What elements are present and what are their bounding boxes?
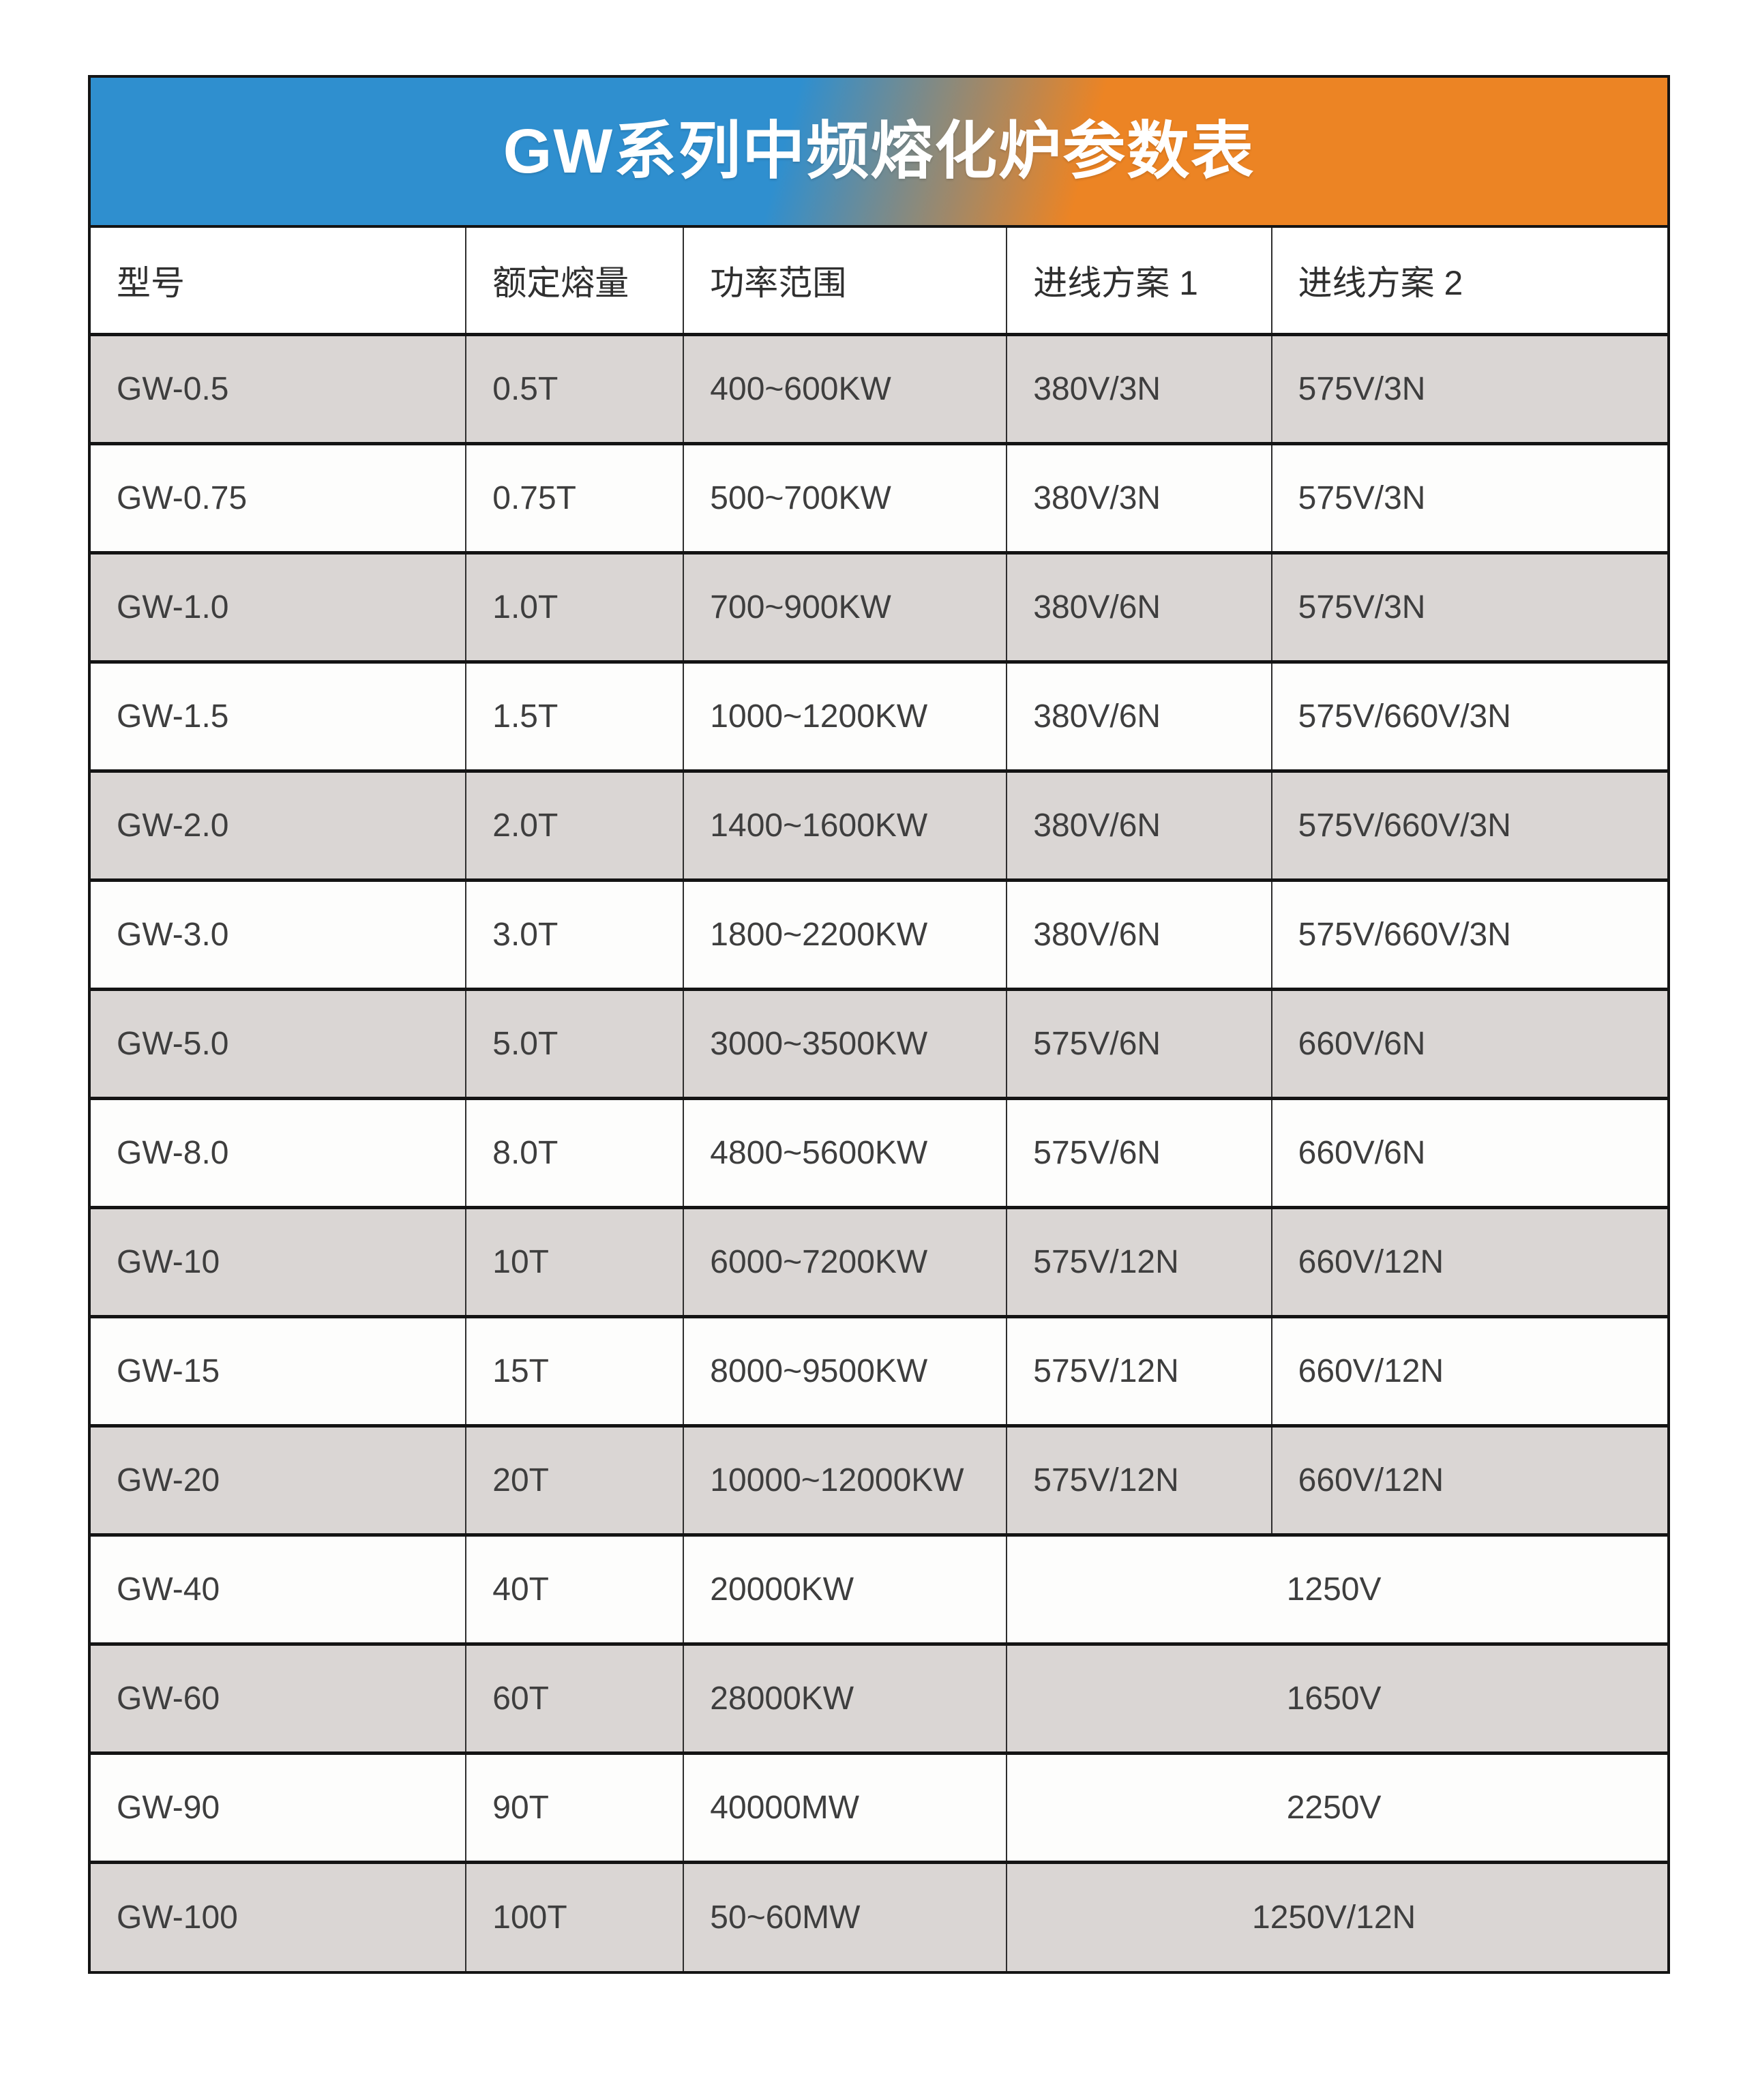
cell-power: 500~700KW: [683, 441, 1007, 552]
cell-capacity: 0.75T: [465, 441, 684, 552]
cell-power: 1000~1200KW: [683, 660, 1007, 771]
table-row: GW-5.0 5.0T 3000~3500KW 575V/6N 660V/6N: [91, 987, 1667, 1098]
cell-power: 1400~1600KW: [683, 769, 1007, 880]
col-header-model: 型号: [91, 226, 466, 334]
header-row: 型号 额定熔量 功率范围 进线方案 1 进线方案 2: [91, 226, 1667, 334]
cell-line2: 660V/6N: [1270, 1096, 1667, 1207]
table-row: GW-8.0 8.0T 4800~5600KW 575V/6N 660V/6N: [91, 1096, 1667, 1207]
cell-power: 28000KW: [683, 1642, 1007, 1753]
cell-line1: 575V/6N: [1006, 1096, 1272, 1207]
cell-line1: 575V/12N: [1006, 1314, 1272, 1425]
col-header-line2: 进线方案 2: [1270, 226, 1667, 334]
col-header-power: 功率范围: [683, 226, 1007, 334]
cell-line1: 380V/3N: [1006, 441, 1272, 552]
col-header-line1: 进线方案 1: [1006, 226, 1272, 334]
cell-line2: 575V/660V/3N: [1270, 878, 1667, 989]
table-row: GW-100 100T 50~60MW 1250V/12N: [91, 1860, 1667, 1971]
page-title: GW系列中频熔化炉参数表: [503, 117, 1255, 186]
cell-capacity: 15T: [465, 1314, 684, 1425]
cell-capacity: 100T: [465, 1860, 684, 1971]
title-band: GW系列中频熔化炉参数表: [91, 78, 1667, 225]
cell-model: GW-40: [91, 1533, 466, 1644]
cell-capacity: 40T: [465, 1533, 684, 1644]
cell-line2: 575V/3N: [1270, 550, 1667, 662]
cell-model: GW-20: [91, 1423, 466, 1535]
cell-line2: 575V/3N: [1270, 332, 1667, 443]
cell-power: 6000~7200KW: [683, 1205, 1007, 1316]
cell-capacity: 5.0T: [465, 987, 684, 1098]
cell-line1: 575V/12N: [1006, 1205, 1272, 1316]
table-row: GW-20 20T 10000~12000KW 575V/12N 660V/12N: [91, 1423, 1667, 1535]
cell-model: GW-0.75: [91, 441, 466, 552]
cell-line2: 660V/12N: [1270, 1314, 1667, 1425]
cell-line-merged: 2250V: [1006, 1751, 1667, 1862]
cell-capacity: 2.0T: [465, 769, 684, 880]
cell-line2: 575V/3N: [1270, 441, 1667, 552]
cell-power: 20000KW: [683, 1533, 1007, 1644]
table-row: GW-2.0 2.0T 1400~1600KW 380V/6N 575V/660V/3N: [91, 769, 1667, 880]
cell-power: 700~900KW: [683, 550, 1007, 662]
cell-capacity: 60T: [465, 1642, 684, 1753]
cell-line2: 660V/6N: [1270, 987, 1667, 1098]
cell-line1: 380V/6N: [1006, 660, 1272, 771]
cell-model: GW-5.0: [91, 987, 466, 1098]
cell-line1: 380V/3N: [1006, 332, 1272, 443]
table-row: GW-15 15T 8000~9500KW 575V/12N 660V/12N: [91, 1314, 1667, 1425]
cell-power: 40000MW: [683, 1751, 1007, 1862]
cell-capacity: 20T: [465, 1423, 684, 1535]
cell-model: GW-8.0: [91, 1096, 466, 1207]
table-row: GW-10 10T 6000~7200KW 575V/12N 660V/12N: [91, 1205, 1667, 1316]
table-row: GW-90 90T 40000MW 2250V: [91, 1751, 1667, 1862]
table-row: GW-3.0 3.0T 1800~2200KW 380V/6N 575V/660V/3N: [91, 878, 1667, 989]
cell-line2: 660V/12N: [1270, 1205, 1667, 1316]
cell-capacity: 10T: [465, 1205, 684, 1316]
parameter-sheet: GW系列中频熔化炉参数表 型号 额定熔量 功率范围 进线方案 1 进线方案 2 …: [88, 75, 1670, 1974]
cell-power: 3000~3500KW: [683, 987, 1007, 1098]
cell-line-merged: 1250V: [1006, 1533, 1667, 1644]
cell-line1: 575V/12N: [1006, 1423, 1272, 1535]
cell-model: GW-1.5: [91, 660, 466, 771]
cell-power: 400~600KW: [683, 332, 1007, 443]
cell-model: GW-60: [91, 1642, 466, 1753]
cell-power: 50~60MW: [683, 1860, 1007, 1971]
cell-line1: 575V/6N: [1006, 987, 1272, 1098]
table-row: GW-0.75 0.75T 500~700KW 380V/3N 575V/3N: [91, 441, 1667, 552]
cell-line-merged: 1250V/12N: [1006, 1860, 1667, 1971]
cell-model: GW-15: [91, 1314, 466, 1425]
cell-model: GW-2.0: [91, 769, 466, 880]
cell-model: GW-100: [91, 1860, 466, 1971]
cell-line1: 380V/6N: [1006, 878, 1272, 989]
cell-model: GW-90: [91, 1751, 466, 1862]
table-row: GW-1.0 1.0T 700~900KW 380V/6N 575V/3N: [91, 550, 1667, 662]
cell-capacity: 1.5T: [465, 660, 684, 771]
parameter-table: 型号 额定熔量 功率范围 进线方案 1 进线方案 2 GW-0.5 0.5T 400…: [91, 225, 1667, 1971]
cell-line-merged: 1650V: [1006, 1642, 1667, 1753]
table-row: GW-1.5 1.5T 1000~1200KW 380V/6N 575V/660V/3N: [91, 660, 1667, 771]
cell-model: GW-10: [91, 1205, 466, 1316]
cell-capacity: 1.0T: [465, 550, 684, 662]
cell-line2: 575V/660V/3N: [1270, 769, 1667, 880]
cell-line1: 380V/6N: [1006, 550, 1272, 662]
cell-power: 1800~2200KW: [683, 878, 1007, 989]
cell-capacity: 8.0T: [465, 1096, 684, 1207]
cell-model: GW-1.0: [91, 550, 466, 662]
cell-model: GW-0.5: [91, 332, 466, 443]
cell-line1: 380V/6N: [1006, 769, 1272, 880]
cell-power: 4800~5600KW: [683, 1096, 1007, 1207]
table-row: GW-40 40T 20000KW 1250V: [91, 1533, 1667, 1644]
cell-capacity: 90T: [465, 1751, 684, 1862]
cell-line2: 660V/12N: [1270, 1423, 1667, 1535]
cell-power: 10000~12000KW: [683, 1423, 1007, 1535]
cell-power: 8000~9500KW: [683, 1314, 1007, 1425]
cell-model: GW-3.0: [91, 878, 466, 989]
table-row: GW-0.5 0.5T 400~600KW 380V/3N 575V/3N: [91, 332, 1667, 443]
cell-line2: 575V/660V/3N: [1270, 660, 1667, 771]
cell-capacity: 0.5T: [465, 332, 684, 443]
table-header: 型号 额定熔量 功率范围 进线方案 1 进线方案 2: [91, 226, 1667, 334]
col-header-capacity: 额定熔量: [465, 226, 684, 334]
table-row: GW-60 60T 28000KW 1650V: [91, 1642, 1667, 1753]
table-body: GW-0.5 0.5T 400~600KW 380V/3N 575V/3N GW-0.75…: [91, 332, 1667, 1971]
cell-capacity: 3.0T: [465, 878, 684, 989]
